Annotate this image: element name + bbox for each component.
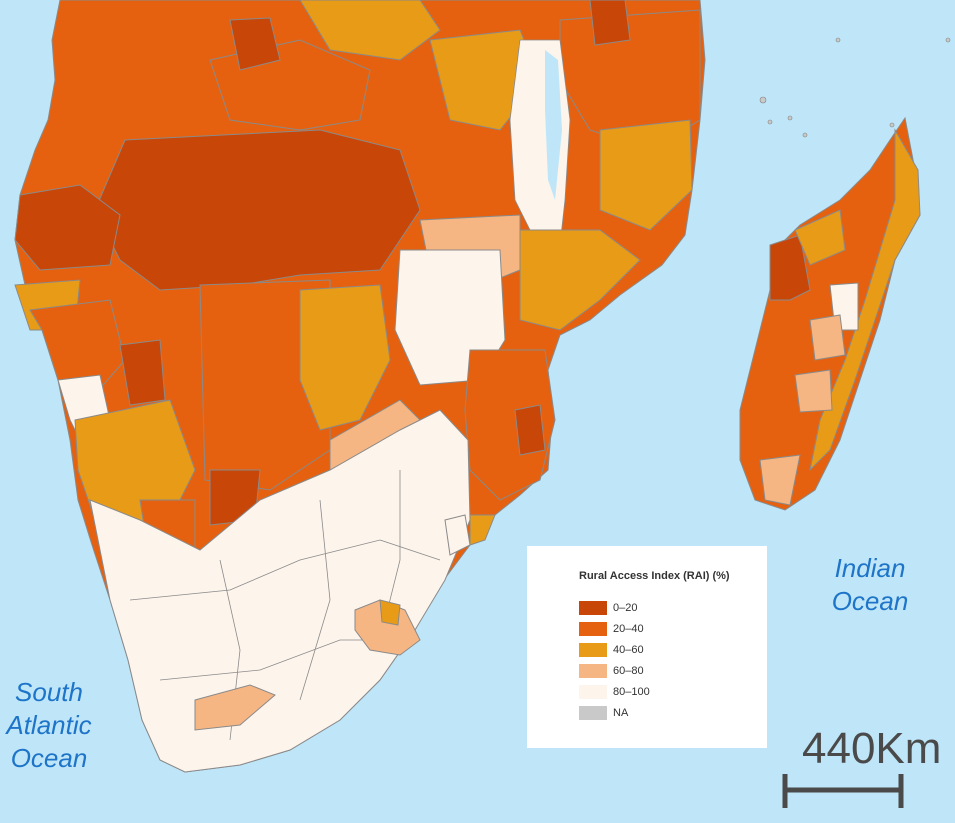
islands [759,37,951,138]
madagascar-peach-1 [809,314,846,361]
north-dark-region [94,129,421,291]
legend-swatch [579,664,607,678]
madagascar-peach-2 [794,369,833,413]
botswana-orange [199,279,331,491]
legend-swatch [579,601,607,615]
scale-bar [782,774,904,808]
madagascar-north-yellow [794,209,846,266]
legend-label: 0–20 [613,602,638,614]
mozambique-south-orange [464,349,556,501]
madagascar-peach-3 [759,454,801,506]
namibia-dark [119,339,166,406]
madagascar-dark-west [769,234,811,301]
mozambique-dark [514,404,546,456]
legend-label: 80–100 [613,686,650,698]
east-dark [589,0,631,46]
sa-internal-border-4 [299,499,331,701]
madagascar [739,116,921,511]
indian-ocean-line-1: Indian [834,553,906,583]
legend-title: Rural Access Index (RAI) (%) [579,570,730,582]
sa-east-orange [469,514,496,546]
indian-ocean-line-2: Ocean [831,586,909,616]
atlantic-ocean-label: South Atlantic Ocean [0,676,98,775]
legend-label: 40–60 [613,644,644,656]
botswana-east-yellow [299,284,391,431]
indian-ocean-label: Indian Ocean [818,552,922,618]
legend-swatch [579,622,607,636]
scale-label: 440Km [802,724,942,773]
atlantic-ocean-line-2: Atlantic [6,710,92,740]
lesotho-yellow [379,599,401,626]
mozambique-yellow [519,229,641,331]
legend-label: 20–40 [613,623,644,635]
atlantic-ocean-line-3: Ocean [10,743,88,773]
legend-swatch [579,643,607,657]
atlantic-ocean-line-1: South [15,677,83,707]
map-legend: Rural Access Index (RAI) (%) 0–20 20–40 … [527,546,767,748]
legend-label: 60–80 [613,665,644,677]
east-yellow [599,119,693,231]
legend-swatch [579,685,607,699]
lake-water [545,50,562,200]
north-dark-top [229,17,281,71]
legend-label: NA [613,707,629,719]
northwest-dark-region [14,184,121,271]
western-cape-peach [194,684,276,731]
madagascar-base [739,116,921,511]
mainland [14,0,706,773]
legend-swatch [579,706,607,720]
madagascar-east-yellow [809,128,921,472]
north-yellow-strip [299,0,441,61]
